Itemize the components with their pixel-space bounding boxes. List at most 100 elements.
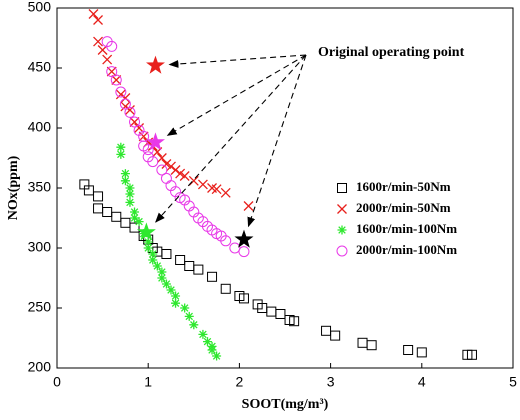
point — [212, 351, 222, 361]
annotation-arrow — [166, 54, 307, 136]
point — [106, 66, 118, 78]
point — [403, 345, 414, 355]
point — [129, 116, 141, 128]
point — [160, 172, 172, 184]
legend-label: 1600r/min-100Nm — [356, 221, 457, 236]
x-axis-label: SOOT(mg/m³) — [242, 397, 329, 412]
point — [266, 306, 277, 317]
point — [106, 40, 118, 52]
point — [184, 311, 194, 321]
point — [93, 191, 104, 202]
point — [330, 330, 341, 341]
point — [289, 316, 300, 327]
point — [175, 255, 186, 265]
point — [93, 15, 103, 25]
point — [125, 183, 135, 193]
x-tick-label: 2 — [236, 374, 244, 390]
point — [220, 235, 232, 247]
y-axis-label: NOx(ppm) — [6, 155, 21, 220]
point — [119, 98, 131, 110]
point — [148, 255, 158, 265]
original-point — [234, 229, 254, 248]
point — [106, 66, 117, 77]
point — [198, 329, 208, 339]
point — [143, 243, 153, 253]
point — [102, 207, 113, 217]
point — [197, 179, 208, 190]
legend-marker — [337, 225, 347, 235]
legend-label: 2000r/min-50Nm — [356, 200, 451, 215]
point — [189, 320, 199, 330]
annotation-arrow — [168, 54, 307, 68]
point — [130, 207, 140, 217]
legend-marker — [337, 183, 347, 193]
original-point — [146, 132, 165, 151]
point — [124, 106, 136, 118]
point — [97, 45, 108, 55]
legend-label: 2000r/min-100Nm — [356, 242, 457, 257]
x-tick-label: 4 — [418, 374, 426, 390]
original-point — [146, 55, 165, 74]
point — [179, 171, 190, 181]
point — [115, 86, 127, 98]
point — [180, 303, 190, 313]
point — [238, 246, 250, 258]
point — [129, 117, 140, 127]
point — [152, 261, 162, 271]
point — [166, 285, 176, 295]
point — [156, 153, 167, 163]
point — [243, 201, 254, 211]
point — [175, 168, 186, 179]
point — [134, 123, 145, 133]
point — [170, 165, 181, 175]
point — [125, 105, 135, 115]
point — [116, 149, 126, 159]
x-tick-label: 3 — [327, 374, 335, 390]
x-tick-label: 0 — [53, 374, 61, 390]
point — [166, 161, 176, 172]
point — [229, 242, 241, 254]
point — [156, 164, 168, 176]
point — [120, 169, 130, 179]
point — [148, 249, 158, 259]
point — [321, 325, 332, 336]
y-tick-label: 300 — [28, 239, 52, 255]
point — [125, 197, 135, 207]
y-tick-label: 450 — [28, 59, 52, 75]
point — [102, 54, 113, 65]
point — [120, 93, 131, 103]
y-tick-label: 250 — [28, 299, 52, 315]
legend-label: 1600r/min-50Nm — [356, 179, 451, 194]
point — [93, 36, 103, 47]
point — [220, 283, 231, 294]
point — [357, 337, 368, 348]
point — [466, 349, 477, 360]
point — [184, 261, 195, 271]
point — [130, 213, 140, 223]
point — [111, 75, 122, 85]
point — [171, 298, 181, 308]
point — [193, 264, 204, 275]
x-tick-label: 1 — [144, 374, 152, 390]
point — [202, 337, 212, 347]
point — [207, 345, 217, 355]
y-tick-label: 200 — [28, 359, 52, 375]
point — [157, 273, 167, 283]
point — [143, 237, 153, 247]
annotation-arrow — [155, 54, 307, 223]
point — [416, 347, 427, 358]
point — [110, 74, 122, 86]
point — [93, 203, 104, 214]
point — [147, 156, 159, 168]
point — [115, 89, 126, 100]
point — [116, 142, 126, 152]
point — [142, 144, 154, 156]
point — [129, 222, 140, 233]
point — [88, 9, 99, 19]
point — [161, 159, 172, 169]
y-tick-label: 350 — [28, 179, 52, 195]
point — [134, 217, 144, 227]
original-point — [136, 222, 156, 241]
point — [161, 249, 172, 259]
